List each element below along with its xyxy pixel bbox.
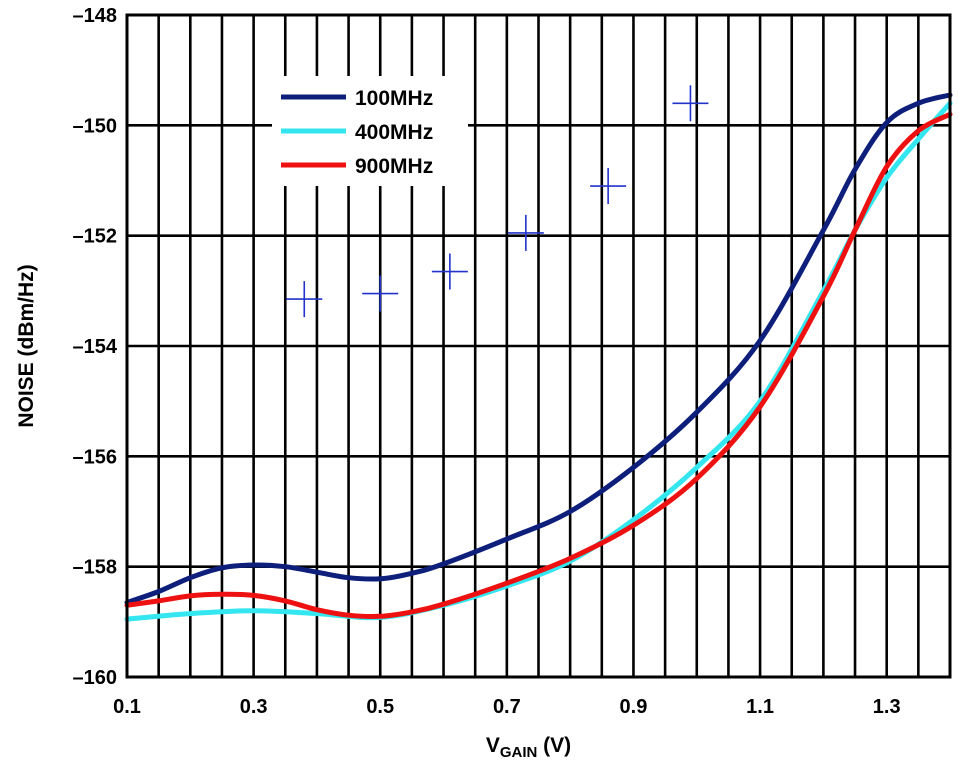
x-tick-label: 0.1 [113, 696, 141, 718]
y-tick-label: –152 [73, 226, 118, 248]
series-group [124, 92, 953, 622]
x-axis-label-main: V [486, 734, 500, 757]
x-axis-label-subscript: GAIN [500, 744, 538, 761]
x-axis-label-unit: (V) [537, 734, 571, 757]
x-tick-label: 0.3 [240, 696, 268, 718]
series-line-100mhz [124, 92, 953, 605]
y-axis-label: NOISE (dBm/Hz) [15, 264, 38, 427]
cross-marker [672, 85, 709, 122]
x-tick-label: 0.5 [366, 696, 394, 718]
cross-marker [590, 168, 627, 205]
series-line-900mhz [124, 111, 953, 620]
legend-label-400mhz: 400MHz [355, 121, 433, 144]
legend-label-900mhz: 900MHz [355, 155, 433, 178]
x-axis-label: VGAIN (V) [486, 734, 571, 761]
y-tick-label: –148 [73, 5, 118, 27]
x-axis-ticks: 0.1 0.3 0.5 0.7 0.9 1.1 1.3 [113, 696, 901, 718]
y-tick-label: –160 [73, 667, 118, 689]
y-tick-label: –154 [73, 336, 118, 358]
grid [127, 15, 950, 677]
legend: 100MHz 400MHz 900MHz [272, 76, 468, 186]
x-tick-label: 1.3 [873, 696, 901, 718]
x-tick-label: 0.7 [493, 696, 521, 718]
marker-group [286, 85, 709, 318]
cross-marker [362, 275, 399, 312]
legend-label-100mhz: 100MHz [355, 87, 433, 110]
cross-marker [431, 253, 468, 290]
x-tick-label: 0.9 [620, 696, 648, 718]
y-tick-label: –156 [73, 446, 118, 468]
y-tick-label: –158 [73, 557, 118, 579]
y-axis-ticks: –160 –158 –156 –154 –152 –150 –148 [73, 5, 118, 689]
plot-frame [125, 13, 952, 679]
cross-marker [286, 281, 323, 318]
y-tick-label: –150 [73, 115, 118, 137]
x-tick-label: 1.1 [746, 696, 774, 718]
cross-marker [507, 214, 544, 251]
